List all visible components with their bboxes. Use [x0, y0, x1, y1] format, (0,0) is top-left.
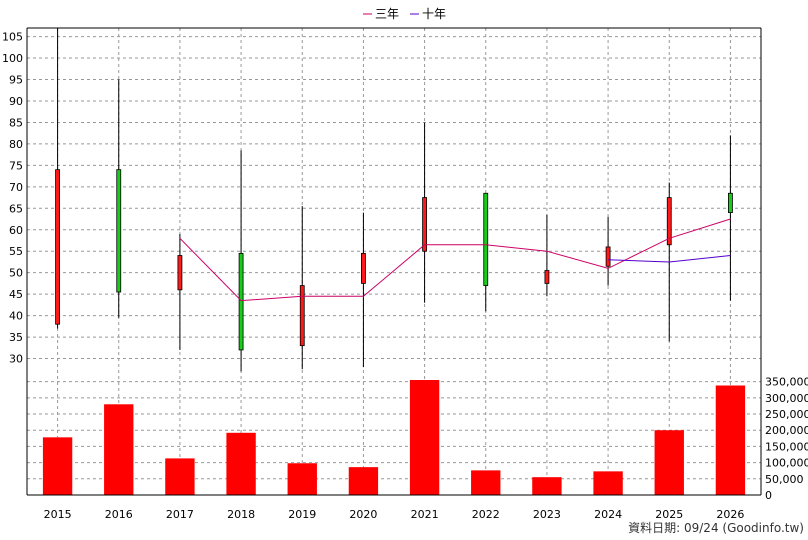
volume-tick-label: 100,000: [765, 457, 808, 470]
price-tick-label: 85: [9, 116, 23, 129]
volume-tick-label: 350,000: [765, 376, 808, 389]
data-date-footer: 資料日期: 09/24 (Goodinfo.tw): [628, 521, 804, 535]
volume-bar: [532, 477, 562, 495]
price-tick-label: 50: [9, 267, 23, 280]
price-tick-label: 45: [9, 288, 23, 301]
candle-body: [605, 246, 611, 267]
x-tick-label: 2018: [227, 508, 255, 521]
legend-label-ten-year: 十年: [422, 7, 446, 21]
x-tick-label: 2019: [288, 508, 316, 521]
price-tick-label: 100: [2, 52, 23, 65]
volume-bar: [715, 385, 746, 495]
candle-body: [299, 285, 305, 347]
price-tick-label: 95: [9, 74, 23, 87]
x-tick-label: 2023: [533, 508, 561, 521]
x-tick-label: 2017: [166, 508, 194, 521]
volume-tick-label: 250,000: [765, 408, 808, 421]
price-tick-label: 35: [9, 331, 23, 344]
volume-bar: [348, 467, 379, 495]
chart-marks: [42, 28, 746, 495]
price-tick-label: 55: [9, 245, 23, 258]
volume-bar: [42, 437, 73, 495]
price-tick-label: 30: [9, 353, 23, 366]
x-tick-label: 2024: [594, 508, 622, 521]
price-tick-label: 70: [9, 181, 23, 194]
price-tick-label: 105: [2, 31, 23, 44]
x-tick-label: 2021: [411, 508, 439, 521]
price-tick-label: 90: [9, 95, 23, 108]
price-tick-label: 60: [9, 224, 23, 237]
candle-body: [422, 197, 427, 252]
candle-body: [177, 255, 183, 291]
candle-body: [116, 169, 122, 293]
volume-bar: [593, 471, 623, 495]
price-tick-label: 80: [9, 138, 23, 151]
ten-year-line: [608, 255, 731, 263]
x-tick-label: 2016: [105, 508, 133, 521]
volume-tick-label: 200,000: [765, 424, 808, 437]
legend: 三年 十年: [363, 7, 446, 21]
volume-bar: [226, 432, 256, 495]
price-tick-label: 75: [9, 159, 23, 172]
volume-bar: [165, 458, 195, 495]
volume-bar: [104, 404, 134, 495]
axes: 30 35 40 45 50 55 60 65 70 75 80 85 90 95 100 105 0 50,00…: [2, 27, 808, 521]
price-tick-label: 65: [9, 202, 23, 215]
candle-body: [544, 270, 550, 284]
volume-tick-label: 300,000: [765, 392, 808, 405]
volume-tick-label: 150,000: [765, 440, 808, 453]
candle-body: [238, 252, 244, 351]
candle-body: [361, 252, 366, 284]
x-tick-label: 2025: [655, 508, 683, 521]
volume-bar: [287, 463, 317, 495]
volume-tick-label: 0: [765, 489, 772, 502]
volume-tick-label: 50,000: [765, 473, 804, 486]
x-tick-label: 2026: [716, 508, 744, 521]
volume-bar: [409, 380, 440, 495]
candle-body: [55, 169, 60, 325]
three-year-line: [179, 218, 731, 302]
volume-bar: [471, 470, 501, 495]
price-tick-label: 40: [9, 310, 23, 323]
candle-body: [666, 197, 672, 246]
legend-label-three-year: 三年: [375, 7, 399, 21]
x-tick-label: 2020: [349, 508, 377, 521]
x-tick-label: 2022: [472, 508, 500, 521]
candle-body: [483, 192, 489, 286]
volume-bar: [654, 430, 684, 495]
candle-body: [728, 192, 733, 213]
x-tick-label: 2015: [44, 508, 72, 521]
